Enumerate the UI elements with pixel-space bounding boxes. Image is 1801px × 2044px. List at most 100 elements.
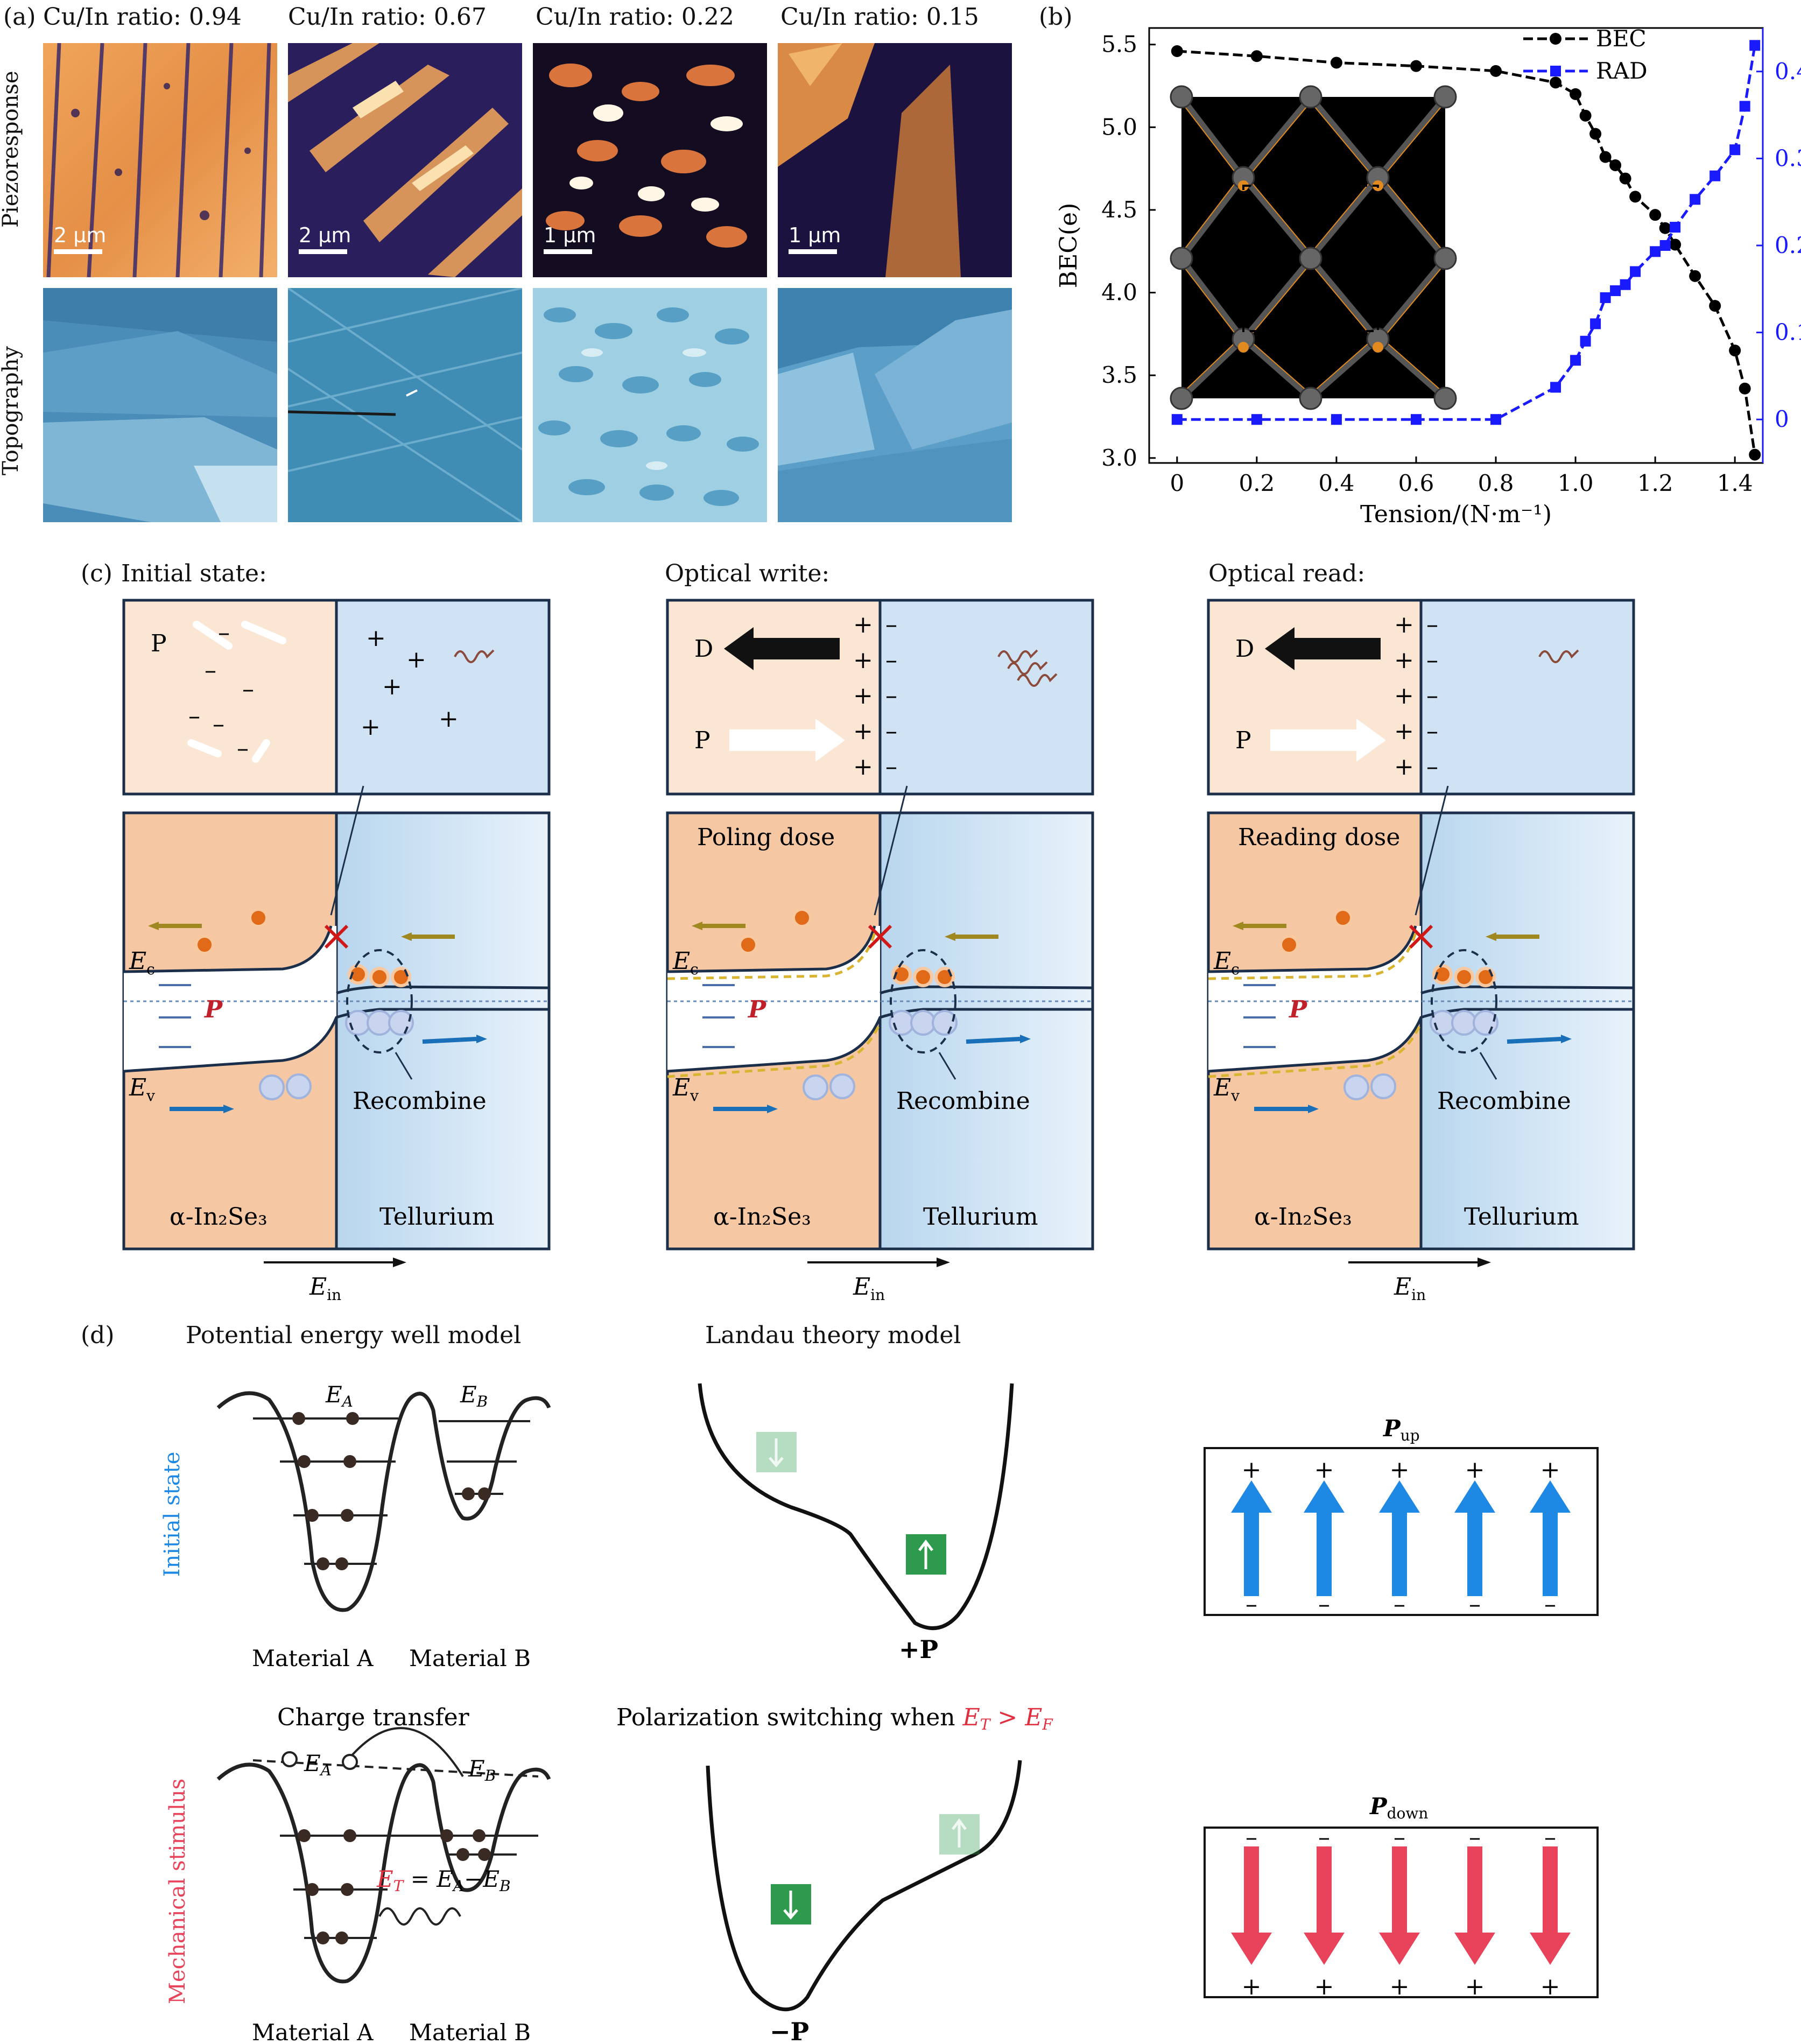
bec-point: [1550, 76, 1562, 89]
minus-charge: –: [1426, 682, 1438, 710]
panel-b-label: (b): [1039, 3, 1073, 31]
electron: [1279, 935, 1299, 955]
minus-charge: –: [1469, 1824, 1481, 1851]
plus-charge: +: [1394, 682, 1414, 710]
series-line-rad: [1177, 45, 1756, 421]
band-diagram: DP+ –+ –+ –+ –+ –Reading doseEcEvPRecombineα-…: [1207, 599, 1635, 1304]
p-up-label: Pup: [1383, 1415, 1420, 1444]
dose-label: Reading dose: [1238, 824, 1400, 851]
plus-charge: +: [1394, 753, 1414, 781]
plus-p-label: +P: [899, 1635, 938, 1664]
y-left-tick-label: 3.0: [1101, 445, 1137, 471]
plus-charge: +: [853, 611, 873, 638]
light-wave-icon: [997, 649, 1038, 663]
minus-charge: –: [885, 611, 897, 638]
minus-charge: –: [237, 735, 249, 762]
ratio-label: Cu/In ratio: 0.15: [780, 3, 979, 31]
x-tick-label: 1.4: [1717, 470, 1753, 496]
scale-bar: 1 μm: [789, 223, 841, 254]
p-down-arrow: [1530, 1846, 1571, 1965]
right-material-label: Tellurium: [379, 1203, 495, 1231]
p-down-arrow: [1454, 1846, 1495, 1965]
x-tick-label: 0.6: [1398, 470, 1434, 496]
plus-charge: +: [1394, 718, 1414, 745]
y-left-tick-label: 5.0: [1101, 114, 1137, 140]
electron: [792, 908, 812, 928]
hole: [286, 1073, 312, 1099]
p-down-arrow: [1231, 1846, 1272, 1965]
bec-point: [1689, 270, 1701, 282]
bec-point: [1669, 238, 1682, 251]
ea-label: EA: [325, 1381, 353, 1410]
rad-point: [1570, 355, 1581, 366]
electron: [1333, 908, 1353, 928]
light-wave-icon: [1538, 649, 1579, 663]
bec-point: [1330, 57, 1342, 69]
rad-point: [1490, 414, 1502, 425]
minus-charge: –: [1426, 718, 1438, 745]
electron: [248, 908, 269, 928]
et-equation: ET = EA−EB: [376, 1866, 511, 1895]
plus-charge: +: [853, 682, 873, 710]
p-label: P: [694, 727, 710, 754]
polarization-arrow: [729, 719, 845, 762]
plus-charge: +: [1242, 1973, 1262, 2000]
panel-d-label: (d): [81, 1322, 115, 1349]
piezoresponse-image: 1 μm: [533, 43, 767, 277]
p-up-box: Pup + – + – + – + – + –: [1204, 1415, 1599, 1618]
ea-label: EA: [304, 1750, 332, 1779]
left-material-label: α-In₂Se₃: [170, 1203, 268, 1231]
left-material-label: α-In₂Se₃: [713, 1203, 811, 1231]
minus-charge: –: [1394, 1824, 1405, 1851]
band-diagram: DP+ –+ –+ –+ –+ –Poling doseEcEvPRecombineα-I…: [666, 599, 1094, 1304]
x-axis-label: Tension/(N·m⁻¹): [1360, 501, 1552, 528]
dipole-arrow: [724, 627, 840, 670]
rad-point: [1610, 285, 1621, 297]
minus-charge: –: [1544, 1824, 1556, 1851]
y-right-tick-label: 0: [1775, 406, 1789, 432]
minus-charge: –: [1318, 1591, 1330, 1618]
minus-p-label: −P: [770, 2017, 809, 2044]
bec-point: [1609, 159, 1622, 171]
plus-charge: +: [439, 705, 459, 733]
switch-title: Polarization switching when ET > EF: [616, 1704, 1053, 1733]
bec-point: [1579, 109, 1592, 122]
ev-label: Ev: [1213, 1074, 1240, 1105]
ratio-label: Cu/In ratio: 0.22: [536, 3, 734, 31]
y-right-tick-label: 0.3: [1775, 145, 1801, 171]
plus-charge: +: [1390, 1973, 1410, 2000]
hole: [1370, 1073, 1396, 1099]
plus-charge: +: [1465, 1973, 1485, 2000]
right-material-label: Tellurium: [1464, 1203, 1579, 1231]
plus-charge: +: [1394, 611, 1414, 638]
recombine-label: Recombine: [353, 1087, 487, 1115]
rad-point: [1600, 292, 1611, 303]
rad-point: [1590, 318, 1601, 329]
ratio-label: Cu/In ratio: 0.67: [288, 3, 487, 31]
topography-image: [288, 288, 522, 522]
piezoresponse-image: 2 μm: [43, 43, 277, 277]
material-b-label: Material B: [409, 1645, 531, 1671]
bec-point: [1250, 50, 1263, 62]
recombine-label: Recombine: [896, 1087, 1030, 1115]
rad-point: [1171, 414, 1183, 425]
minus-charge: –: [885, 718, 897, 745]
topography-image: [43, 288, 277, 522]
recombine-label: Recombine: [1437, 1087, 1571, 1115]
minus-charge: –: [213, 711, 224, 738]
landau-initial: +P: [698, 1383, 1014, 1664]
eb-label: EB: [460, 1381, 488, 1410]
minus-charge: –: [885, 753, 897, 781]
scale-bar: 2 μm: [299, 223, 351, 254]
plus-charge: +: [406, 646, 426, 673]
minus-charge: –: [1426, 647, 1438, 674]
plus-charge: +: [366, 624, 386, 652]
minus-charge: –: [885, 682, 897, 710]
legend-marker: [1550, 33, 1561, 45]
y-left-tick-label: 4.0: [1101, 279, 1137, 306]
y-left-tick-label: 5.5: [1101, 31, 1137, 58]
y-left-tick-label: 3.5: [1101, 362, 1137, 388]
p-label: P: [1235, 727, 1251, 754]
bec-point: [1490, 65, 1502, 77]
